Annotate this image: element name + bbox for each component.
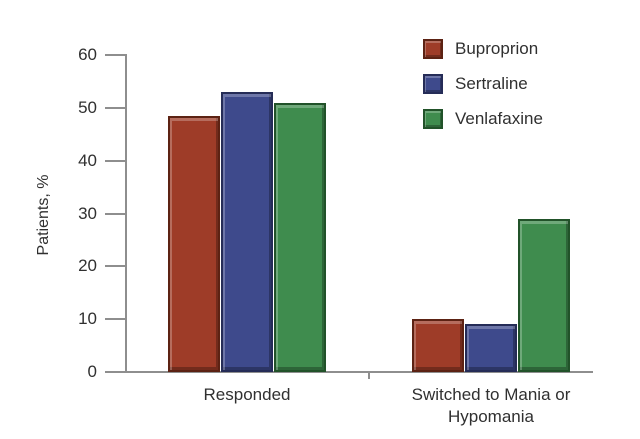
y-tick-label: 0 [87,362,97,381]
y-tick-line [105,318,127,321]
bar-buproprion-switched-to-mania-or-hypomania [412,319,464,372]
y-tick-line [105,212,127,215]
legend-swatch-venlafaxine [423,109,443,129]
y-tick-line [105,371,127,373]
x-axis-category-divider-tick [368,373,370,379]
x-category-label-responded: Responded [203,385,291,404]
legend-label: Venlafaxine [455,109,543,128]
legend-label: Buproprion [455,39,539,58]
bar-sertraline-switched-to-mania-or-hypomania [465,324,517,372]
bar-buproprion-responded [168,115,220,372]
x-category-label-switched-to-mania-or-hypomania: Switched to Mania or Hypomania [411,385,571,426]
legend-label: Sertraline [455,74,528,93]
bar-sertraline-responded [221,91,273,372]
y-tick-label: 50 [78,97,97,117]
bar-venlafaxine-switched-to-mania-or-hypomania [518,218,570,372]
legend-swatch-sertraline [423,74,443,94]
y-tick-line [105,54,127,56]
bar-venlafaxine-responded [274,102,326,372]
y-tick-label: 30 [78,203,97,223]
y-tick-label: 60 [78,45,97,64]
x-axis-line [105,371,593,373]
y-tick-label: 40 [78,150,97,170]
y-tick-line [105,106,127,109]
y-tick-line [105,159,127,162]
legend-swatch-buproprion [423,39,443,59]
y-tick-line [105,265,127,268]
y-tick-label: 20 [78,256,97,276]
y-tick-label: 10 [78,309,97,329]
